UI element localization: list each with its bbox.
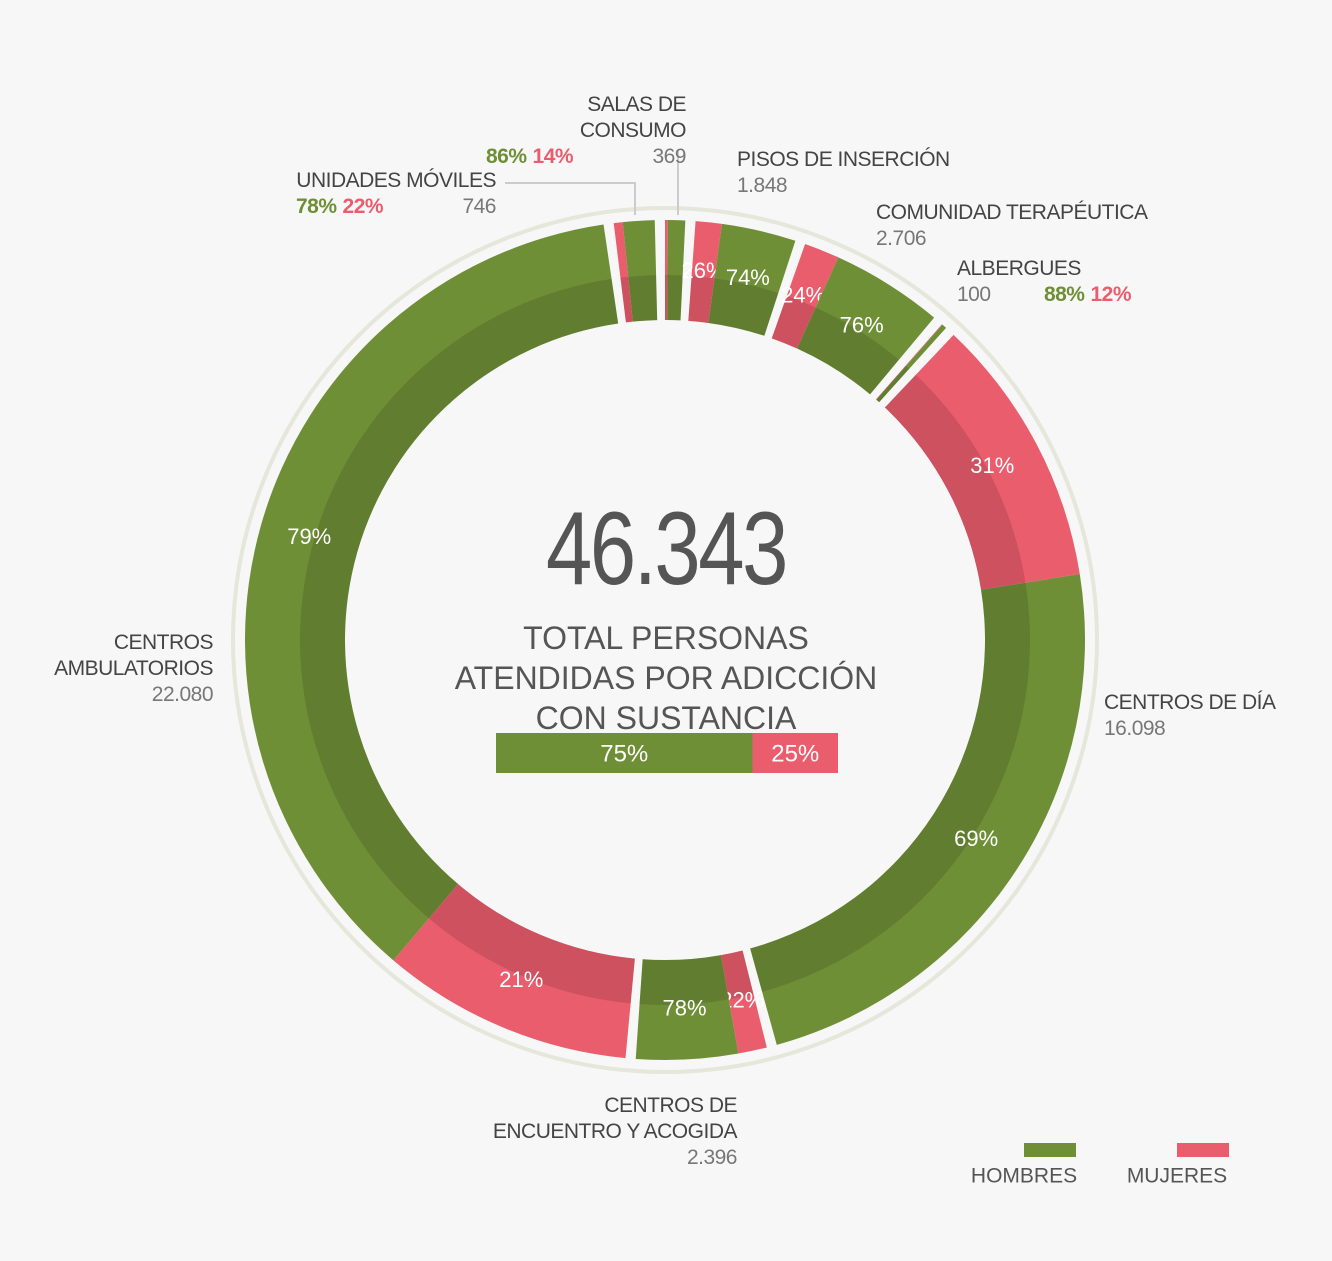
- segment: [635, 955, 739, 1060]
- segment-label: 79%: [287, 524, 331, 549]
- category-value: 2.706: [876, 227, 927, 250]
- segment-label: 76%: [840, 312, 884, 337]
- segment-shade: [639, 955, 729, 1005]
- category-name: UNIDADES MÓVILES: [296, 169, 496, 192]
- segment: [797, 257, 935, 395]
- segment-shade: [667, 275, 683, 321]
- segment-label: 21%: [499, 967, 543, 992]
- category-value: 16.098: [1104, 717, 1166, 740]
- category-value-line: 1.848: [737, 173, 997, 199]
- segment-label: 74%: [726, 265, 770, 290]
- category-name: ALBERGUES: [957, 257, 1081, 280]
- category-name: PISOS DE INSERCIÓN: [737, 148, 950, 171]
- share-label: 12%: [1090, 283, 1131, 306]
- segment-shade: [628, 275, 658, 322]
- category-value-line: 22.080: [53, 682, 214, 708]
- segment-label: 31%: [970, 453, 1014, 478]
- share-label: 14%: [532, 145, 574, 168]
- outer-ring: [231, 206, 1099, 1074]
- category-value-line: 16.098: [1104, 716, 1304, 742]
- legend-swatch: [1177, 1143, 1229, 1157]
- category-value: 1.848: [737, 174, 788, 197]
- segment-shade: [720, 950, 754, 1000]
- category-name: CENTROS DE ENCUENTRO Y ACOGIDA: [492, 1094, 738, 1143]
- segment: [667, 220, 686, 321]
- segment-shade: [797, 307, 899, 395]
- category-label: ALBERGUES 100 88% 12%: [957, 256, 1157, 308]
- subtitle: TOTAL PERSONAS ATENDIDAS POR ADICCIÓN CO…: [454, 620, 878, 736]
- category-label: COMUNIDAD TERAPÉUTICA 2.706: [876, 200, 1176, 252]
- category-name: CENTROS AMBULATORIOS: [54, 631, 213, 680]
- category-value: 100: [957, 283, 991, 306]
- category-value-line: 86% 14% 369: [486, 144, 686, 170]
- segment-shade: [665, 275, 668, 321]
- summary-bar: [496, 733, 753, 773]
- share-label: 78%: [296, 195, 337, 218]
- category-value-line: 2.706: [876, 226, 1176, 252]
- segment-shade: [300, 278, 619, 919]
- segment: [622, 220, 658, 322]
- segment-shade: [750, 582, 1031, 992]
- segment-label: 69%: [954, 826, 998, 851]
- summary-bar: [752, 733, 838, 773]
- category-label: CENTROS DE DÍA 16.098: [1104, 690, 1304, 742]
- segment-shade: [428, 884, 635, 1004]
- segment: [665, 220, 668, 321]
- segment: [688, 221, 722, 323]
- category-name: CENTROS DE DÍA: [1104, 691, 1276, 714]
- segment-shade: [876, 365, 910, 403]
- legend-label: HOMBRES: [971, 1165, 1077, 1188]
- category-value-line: 100 88% 12%: [957, 282, 1137, 308]
- leader-line: [505, 182, 636, 215]
- segment: [708, 223, 796, 336]
- category-name: COMUNIDAD TERAPÉUTICA: [876, 201, 1148, 224]
- category-label: PISOS DE INSERCIÓN 1.848: [737, 147, 997, 199]
- category-label: CENTROS DE ENCUENTRO Y ACOGIDA 2.396: [487, 1093, 738, 1171]
- segment: [771, 244, 839, 349]
- share-label: 22%: [342, 195, 384, 218]
- segment-shade: [771, 295, 816, 349]
- category-value: 2.396: [686, 1146, 738, 1169]
- segment: [876, 324, 943, 400]
- category-label: CENTROS AMBULATORIOS 22.080: [53, 630, 213, 708]
- segment: [876, 324, 947, 403]
- category-label: SALAS DE CONSUMO 86% 14% 369: [486, 92, 687, 170]
- segment: [613, 222, 633, 323]
- category-value: 22.080: [151, 683, 214, 706]
- segment-shade: [620, 276, 633, 323]
- category-value: 369: [652, 145, 686, 168]
- segment: [244, 224, 619, 961]
- legend-label: MUJERES: [1127, 1165, 1227, 1188]
- category-label: UNIDADES MÓVILES 78% 22% 746: [296, 168, 497, 220]
- segment: [884, 334, 1080, 590]
- segment: [720, 950, 767, 1054]
- segment-shade: [688, 275, 715, 323]
- summary-label: 75%: [600, 740, 648, 767]
- segment-shade: [876, 365, 907, 400]
- share-label: 88%: [1043, 283, 1085, 306]
- summary-label: 25%: [771, 740, 819, 767]
- segment-shade: [884, 374, 1026, 590]
- segment-shade: [708, 278, 779, 336]
- segment: [393, 884, 635, 1059]
- total: 46.343: [545, 491, 788, 607]
- category-value-line: 78% 22% 746: [296, 194, 496, 220]
- share-label: 86%: [486, 145, 527, 168]
- legend-swatch: [1024, 1143, 1076, 1157]
- segment: [750, 574, 1085, 1045]
- category-name: SALAS DE CONSUMO: [579, 93, 687, 142]
- category-value: 746: [462, 195, 496, 218]
- segment-label: 78%: [663, 995, 707, 1020]
- category-value-line: 2.396: [487, 1145, 738, 1171]
